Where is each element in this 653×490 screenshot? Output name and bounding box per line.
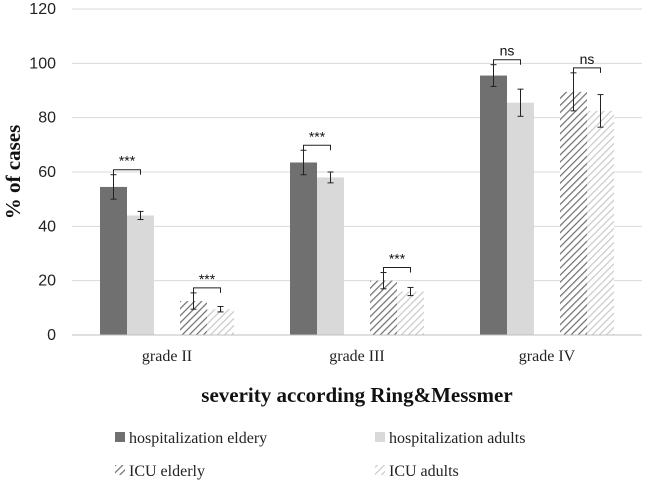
y-tick-label: 40 (38, 218, 56, 235)
significance-label: *** (389, 251, 406, 267)
bar (587, 110, 614, 335)
significance-bracket (193, 287, 221, 293)
bar (100, 186, 127, 335)
y-tick-label: 60 (38, 164, 56, 181)
legend-swatch (115, 465, 125, 475)
significance-bracket (303, 144, 331, 151)
legend: hospitalization eldery hospitalization ad… (115, 430, 525, 480)
legend-swatch (375, 465, 385, 475)
y-axis-ticks: 0 20 40 60 80 100 120 (29, 1, 56, 344)
significance-label: *** (199, 271, 216, 287)
y-tick-label: 120 (29, 1, 56, 18)
bars (100, 75, 614, 335)
x-axis-title: severity according Ring&Messmer (201, 383, 512, 407)
legend-label: hospitalization eldery (129, 430, 267, 447)
y-axis-title: % of cases (1, 125, 25, 219)
significance-bracket (493, 59, 521, 65)
significance-label: *** (119, 153, 136, 169)
bar (480, 75, 507, 335)
y-tick-label: 0 (47, 327, 56, 344)
bar (397, 291, 424, 335)
significance-annotations: *** *** *** *** ns ns (113, 43, 601, 293)
significance-bracket (113, 169, 141, 175)
bar (317, 177, 344, 335)
legend-label: ICU adults (389, 463, 459, 480)
significance-label: ns (500, 43, 515, 59)
bar (370, 280, 397, 335)
x-category-label: grade III (329, 348, 385, 365)
y-tick-label: 100 (29, 55, 56, 72)
bar (207, 309, 234, 335)
error-bars (110, 64, 604, 313)
significance-bracket (383, 267, 411, 273)
bar (560, 91, 587, 335)
legend-label: hospitalization adults (389, 430, 525, 447)
legend-swatch (375, 432, 385, 442)
significance-bracket (573, 67, 601, 73)
bar (507, 102, 534, 335)
x-category-label: grade II (142, 348, 192, 365)
significance-label: ns (580, 51, 595, 67)
bar (127, 215, 154, 335)
bar (290, 162, 317, 335)
gridlines (72, 8, 642, 282)
legend-swatch (115, 432, 125, 442)
x-axis-categories: grade II grade III grade IV (142, 348, 576, 365)
legend-label: ICU elderly (129, 463, 205, 480)
x-category-label: grade IV (519, 348, 576, 365)
y-tick-label: 80 (38, 110, 56, 127)
y-tick-label: 20 (38, 273, 56, 290)
significance-label: *** (309, 128, 326, 144)
